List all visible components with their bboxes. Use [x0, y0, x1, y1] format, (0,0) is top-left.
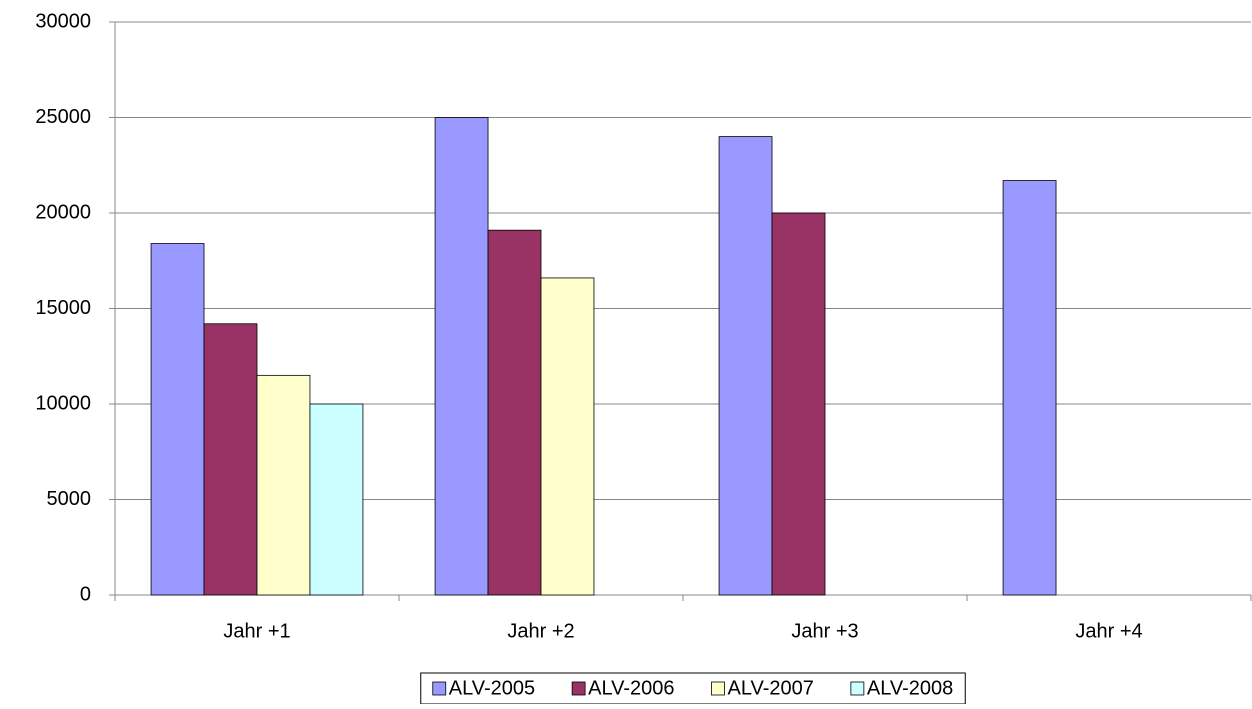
bar	[540, 277, 595, 596]
legend-label: ALV-2006	[588, 677, 674, 699]
bar	[771, 212, 826, 596]
bar	[718, 136, 773, 596]
y-tick-label: 20000	[35, 201, 91, 223]
x-tick-label: Jahr +3	[791, 620, 858, 642]
legend-swatch	[432, 681, 447, 696]
x-tick-label: Jahr +1	[223, 620, 290, 642]
bar	[203, 323, 258, 596]
bar	[309, 403, 364, 596]
x-tick-label: Jahr +2	[507, 620, 574, 642]
bar	[150, 243, 205, 596]
bar	[1002, 180, 1057, 596]
legend-box	[420, 672, 966, 705]
y-tick-label: 25000	[35, 106, 91, 128]
legend-swatch	[571, 681, 586, 696]
y-tick-label: 5000	[47, 488, 92, 510]
y-tick-label: 30000	[35, 10, 91, 32]
y-tick-label: 10000	[35, 392, 91, 414]
x-tick-label: Jahr +4	[1075, 620, 1142, 642]
y-tick-label: 0	[80, 583, 91, 605]
y-tick-label: 15000	[35, 297, 91, 319]
legend-swatch	[850, 681, 865, 696]
legend-label: ALV-2007	[728, 677, 814, 699]
legend-label: ALV-2008	[867, 677, 953, 699]
legend: ALV-2005 ALV-2006 ALV-2007 ALV-2008	[420, 672, 966, 705]
bar	[434, 117, 489, 596]
legend-swatch	[711, 681, 725, 696]
legend-label: ALV-2005	[449, 677, 535, 699]
bar	[256, 374, 311, 596]
bar	[487, 229, 542, 596]
